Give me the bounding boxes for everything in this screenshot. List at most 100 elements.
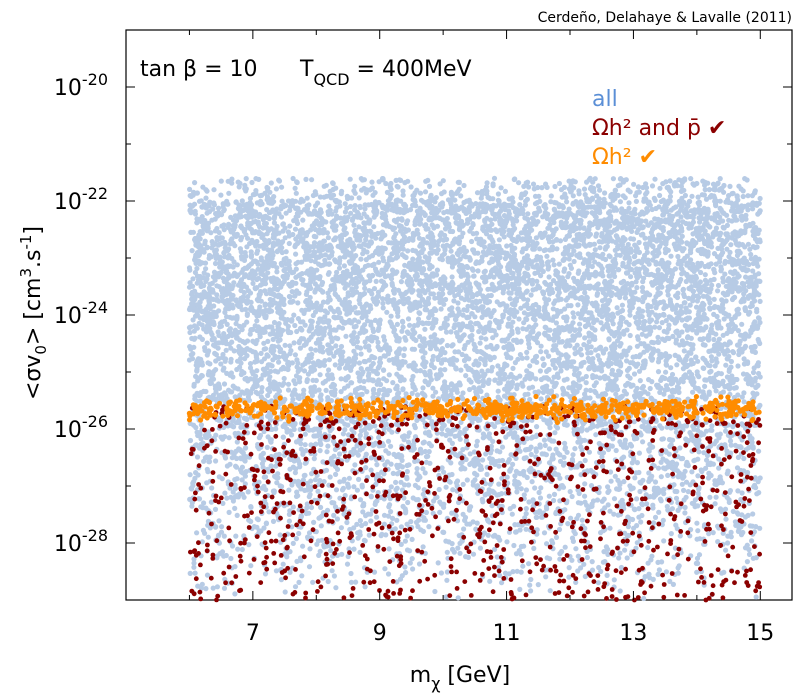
point-all	[668, 365, 674, 371]
point-all	[416, 292, 422, 298]
point-all	[235, 179, 241, 185]
point-all	[259, 385, 265, 391]
point-all	[567, 326, 573, 332]
point-all	[495, 534, 502, 540]
point-all	[398, 524, 404, 530]
point-all	[562, 446, 568, 452]
point-all	[409, 536, 415, 543]
point-all	[238, 249, 244, 255]
point-all	[203, 388, 209, 395]
point-all	[270, 518, 277, 525]
point-all	[608, 360, 615, 367]
point-all	[362, 206, 368, 212]
series-all-points	[186, 175, 763, 602]
point-all	[514, 568, 520, 574]
point-all	[720, 290, 726, 296]
point-all	[497, 449, 503, 455]
point-all	[654, 319, 660, 325]
point-all	[327, 428, 333, 434]
point-all	[538, 349, 544, 355]
point-all	[517, 586, 523, 593]
point-all	[614, 305, 620, 311]
point-all	[470, 551, 477, 557]
point-all	[190, 276, 196, 282]
point-all	[413, 203, 419, 209]
point-all	[549, 538, 555, 544]
point-all	[669, 371, 676, 378]
point-all	[640, 439, 646, 445]
point-all	[268, 180, 274, 186]
point-all	[356, 195, 362, 201]
point-all	[338, 525, 344, 531]
point-all	[306, 564, 313, 570]
point-all	[694, 369, 700, 375]
point-all	[274, 480, 280, 486]
point-all	[726, 328, 732, 334]
point-all	[543, 574, 549, 580]
point-all	[607, 209, 613, 215]
point-all	[662, 337, 668, 343]
point-all	[457, 288, 464, 294]
point-all	[600, 450, 607, 456]
point-all	[351, 222, 357, 228]
point-all	[617, 550, 623, 556]
point-all	[408, 184, 414, 190]
point-all	[681, 487, 687, 493]
point-all	[287, 223, 293, 229]
point-all	[240, 450, 246, 456]
point-all	[212, 506, 219, 512]
point-all	[300, 319, 306, 325]
point-all	[232, 591, 238, 597]
point-all	[566, 574, 572, 580]
point-all	[702, 272, 708, 278]
point-all	[290, 504, 296, 510]
point-all	[274, 223, 280, 230]
point-all	[547, 588, 553, 594]
point-all	[546, 436, 553, 442]
point-all	[570, 193, 576, 199]
point-all	[357, 549, 363, 555]
point-all	[621, 348, 627, 354]
point-all	[286, 487, 292, 493]
point-all	[407, 548, 413, 554]
point-all	[312, 281, 318, 287]
point-all	[285, 381, 292, 387]
point-all	[325, 271, 331, 277]
point-all	[537, 246, 543, 252]
point-all	[562, 236, 569, 242]
point-all	[293, 190, 299, 196]
point-all	[457, 550, 463, 556]
point-all	[656, 509, 662, 515]
point-all	[640, 224, 646, 230]
point-all	[585, 507, 591, 513]
point-all	[524, 271, 530, 277]
point-all	[605, 484, 611, 490]
point-all	[202, 530, 208, 536]
point-all	[506, 315, 512, 322]
point-all	[226, 190, 232, 196]
point-all	[581, 561, 587, 567]
point-all	[674, 526, 680, 532]
point-all	[293, 536, 299, 542]
point-all	[608, 478, 614, 484]
point-all	[512, 473, 518, 479]
point-all	[348, 579, 354, 585]
point-all	[611, 496, 618, 502]
point-all	[334, 269, 340, 275]
point-all	[221, 585, 228, 591]
point-all	[504, 303, 510, 309]
point-all	[272, 368, 278, 374]
point-all	[308, 478, 314, 484]
point-all	[239, 464, 245, 470]
point-all	[734, 465, 741, 471]
point-all	[634, 343, 641, 349]
point-all	[434, 223, 441, 229]
point-all	[472, 477, 478, 483]
point-all	[407, 307, 413, 313]
point-all	[540, 356, 546, 362]
point-all	[596, 564, 602, 571]
point-all	[471, 385, 477, 391]
point-all	[458, 367, 464, 373]
point-all	[522, 229, 528, 235]
